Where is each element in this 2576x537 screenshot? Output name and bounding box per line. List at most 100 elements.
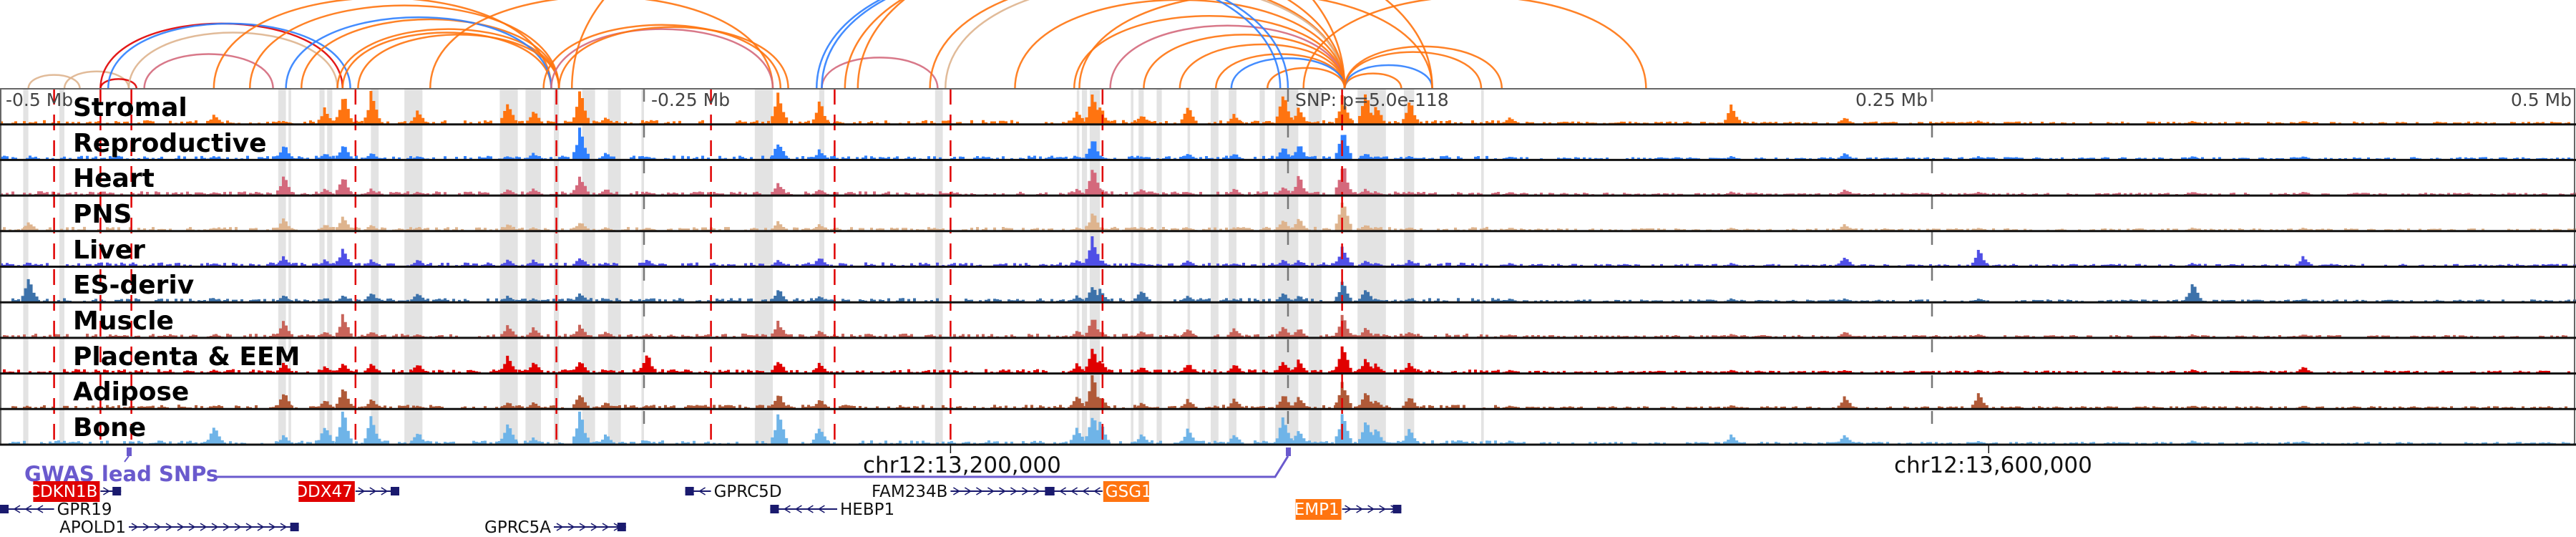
- track-label-liver: Liver: [73, 236, 145, 265]
- loop-arc: [557, 26, 789, 90]
- strand-arrows-icon: [358, 487, 389, 495]
- snp-lines: [53, 89, 1933, 445]
- loop-arc: [300, 18, 560, 90]
- loop-arc: [1179, 43, 1346, 90]
- loop-arc: [99, 78, 138, 90]
- gene-gpr19: GPR19: [0, 500, 112, 519]
- track-label-es-deriv: ES-deriv: [73, 271, 194, 300]
- coord-label-13200000: chr12:13,200,000: [863, 453, 1061, 478]
- axis-label-minus-0.5: -0.5 Mb: [6, 90, 73, 110]
- gene-exon: [112, 487, 122, 495]
- track-labels: Stromal Reproductive Heart PNS Liver ES-…: [73, 93, 300, 442]
- loop-arc: [821, 57, 939, 90]
- gwas-connector: [215, 455, 1289, 478]
- gene-exon: [391, 487, 399, 495]
- loop-arc: [1302, 0, 1647, 90]
- track-label-reproductive: Reproductive: [73, 129, 267, 158]
- loop-arc: [821, 0, 1289, 90]
- gene-label: DDX47: [295, 483, 352, 501]
- gene-emp1: EMP1: [1294, 499, 1402, 520]
- loop-arc: [1343, 64, 1433, 90]
- loop-arc: [857, 0, 1433, 90]
- signal-bars: [3, 314, 2567, 337]
- gene-ddx47: DDX47: [295, 481, 399, 502]
- gene-label: GSG1: [1106, 483, 1152, 501]
- gene-label: APOLD1: [59, 518, 126, 537]
- track-frames: [0, 88, 2576, 446]
- signal-track-muscle: [3, 314, 2567, 337]
- loop-arc: [550, 28, 774, 90]
- snp-pvalue-label: SNP: p=5.0e-118: [1295, 90, 1449, 110]
- gene-label: FAM234B: [872, 483, 947, 501]
- strand-arrows-icon: [131, 523, 288, 531]
- gene-label: GPRC5A: [484, 518, 551, 537]
- loop-arc: [1143, 34, 1346, 90]
- loop-arc: [143, 53, 274, 90]
- loop-arc: [1343, 51, 1483, 90]
- gene-exon: [1392, 505, 1402, 513]
- loop-arc: [1014, 0, 1346, 90]
- gene-gprc5a: GPRC5A: [484, 518, 626, 537]
- gene-exon: [770, 505, 779, 513]
- track-label-pns: PNS: [73, 200, 132, 229]
- loop-arc: [929, 0, 1346, 90]
- gene-label: EMP1: [1294, 500, 1340, 519]
- gene-label: GPRC5D: [714, 483, 782, 501]
- loop-arc: [844, 0, 1346, 90]
- loop-arc: [542, 24, 782, 90]
- gene-cdkn1b: CDKN1B: [29, 481, 122, 502]
- strand-arrows-icon: [102, 487, 110, 495]
- signal-track-reproductive: [0, 127, 2573, 160]
- gene-gprc5d: GPRC5D: [685, 483, 782, 501]
- gene-exon: [617, 523, 626, 531]
- track-label-adipose: Adipose: [73, 377, 189, 407]
- gene-exon: [0, 505, 9, 513]
- loop-arc: [570, 0, 1346, 90]
- gwas-snp-marker: [1286, 448, 1291, 456]
- axis-label-0.5: 0.5 Mb: [2511, 90, 2572, 110]
- axis-label-0.25: 0.25 Mb: [1855, 90, 1928, 110]
- coord-label-13600000: chr12:13,600,000: [1894, 453, 2092, 478]
- gene-apold1: APOLD1: [59, 518, 299, 537]
- signal-tracks: [0, 91, 2576, 444]
- loop-arc: [1266, 67, 1346, 90]
- gene-highlight: [298, 481, 355, 502]
- loop-arc: [127, 32, 338, 90]
- gene-exon: [685, 487, 694, 495]
- strand-arrows-icon: [1345, 505, 1398, 513]
- loop-arc: [1109, 24, 1346, 90]
- signal-bars: [0, 127, 2573, 160]
- gwas-track: GWAS lead SNPs: [24, 448, 1291, 486]
- gene-highlight: [1103, 481, 1149, 502]
- signal-track-placenta-eem: [3, 346, 2570, 373]
- gene-hebp1: HEBP1: [770, 500, 894, 519]
- signal-bars: [0, 91, 2570, 124]
- track-label-bone: Bone: [73, 413, 146, 442]
- loop-arc: [1230, 57, 1346, 90]
- gwas-connector: [124, 455, 130, 463]
- track-label-placenta-eem: Placenta & EEM: [73, 342, 300, 372]
- axis-labels: -0.5 Mb -0.25 Mb 0.25 Mb 0.5 Mb SNP: p=5…: [6, 90, 2572, 110]
- gene-fam234b: FAM234B: [872, 483, 1054, 501]
- gene-highlight: [33, 481, 100, 502]
- strand-arrows-icon: [556, 523, 621, 531]
- gene-label: GPR19: [57, 500, 112, 519]
- coordinate-axis: chr12:13,200,000 chr12:13,600,000: [863, 445, 2092, 478]
- loop-arc: [107, 22, 351, 90]
- chromatin-loops: [27, 0, 1647, 90]
- gene-label: CDKN1B: [29, 483, 97, 501]
- signal-bars: [3, 346, 2570, 373]
- axis-label-minus-0.25: -0.25 Mb: [651, 90, 730, 110]
- loop-arc: [341, 32, 552, 90]
- track-label-muscle: Muscle: [73, 306, 174, 336]
- gene-gsg1: GSG1: [1045, 481, 1152, 502]
- gwas-snp-marker: [127, 448, 132, 456]
- loop-arc: [1343, 72, 1402, 90]
- loop-arc: [944, 0, 1346, 90]
- loop-arc: [27, 74, 81, 90]
- signal-track-heart: [0, 168, 2576, 195]
- gene-highlight: [1295, 499, 1342, 520]
- loop-arc: [1078, 0, 1433, 90]
